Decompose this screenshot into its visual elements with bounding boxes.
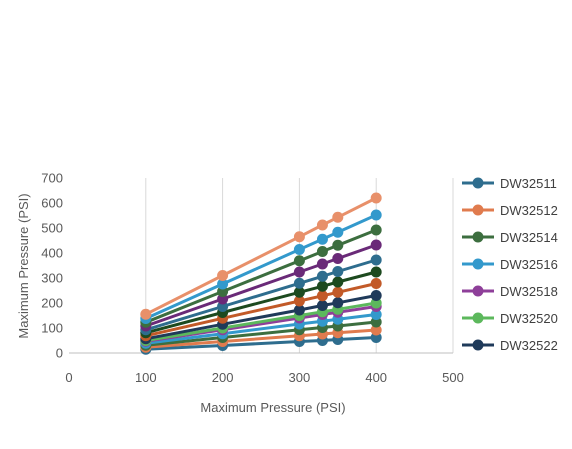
data-point: [293, 304, 305, 316]
legend-swatch-marker: [472, 204, 484, 216]
y-tick-label: 600: [41, 196, 63, 211]
data-point: [332, 297, 344, 309]
data-point: [370, 290, 382, 301]
x-axis-tick-labels: 0 100 200 300 400 500: [65, 370, 463, 385]
data-point: [332, 266, 344, 277]
legend-label: DW32514: [500, 230, 558, 245]
y-tick-label: 300: [41, 271, 63, 286]
series-line: [145, 336, 377, 351]
data-point: [316, 280, 328, 292]
data-point: [370, 266, 382, 278]
legend-swatch-marker: [472, 285, 484, 297]
x-tick-label: 100: [135, 370, 157, 385]
legend-item: DW32522: [462, 338, 558, 353]
legend-label: DW32520: [500, 311, 558, 326]
legend-label: DW32516: [500, 257, 558, 272]
data-point: [293, 295, 305, 307]
x-tick-label: 500: [442, 370, 464, 385]
y-tick-label: 0: [56, 346, 63, 361]
series-line: [145, 243, 377, 328]
series-line: [145, 305, 377, 343]
series-line: [145, 258, 377, 332]
legend-item: DW32518: [462, 284, 558, 299]
data-point: [316, 258, 328, 270]
data-point: [332, 211, 344, 223]
data-point: [316, 219, 328, 231]
series-line: [145, 196, 377, 316]
data-point: [332, 253, 344, 264]
legend: DW32511 DW32512 DW32514 DW32516 DW32518 DW325…: [462, 176, 558, 353]
y-axis-title: Maximum Pressure (PSI): [16, 193, 31, 338]
data-point: [332, 239, 344, 251]
data-point: [316, 270, 328, 282]
series-unlabeled-14: [140, 192, 382, 320]
data-point: [140, 308, 152, 320]
data-point: [316, 246, 328, 257]
legend-item: DW32516: [462, 257, 558, 272]
y-tick-label: 200: [41, 296, 63, 311]
series-line: [145, 270, 377, 335]
series-unlabeled-13: [140, 209, 382, 324]
legend-item: DW32520: [462, 311, 558, 326]
series-DW32522: [140, 290, 382, 345]
data-point: [293, 244, 305, 255]
legend-item: DW32514: [462, 230, 558, 245]
series-layer: [140, 192, 382, 355]
x-tick-label: 200: [212, 370, 234, 385]
series-line: [145, 213, 377, 320]
legend-swatch-marker: [472, 177, 484, 189]
x-axis-title: Maximum Pressure (PSI): [200, 400, 345, 415]
legend-item: DW32511: [462, 176, 557, 191]
series-line: [145, 282, 377, 338]
data-point: [217, 270, 229, 281]
data-point: [370, 209, 382, 221]
series-line: [145, 328, 377, 349]
data-point: [370, 309, 382, 320]
y-tick-label: 500: [41, 221, 63, 236]
data-point: [293, 255, 305, 267]
legend-swatch-marker: [472, 339, 484, 351]
series-unlabeled-12: [140, 224, 382, 328]
y-tick-label: 700: [41, 171, 63, 186]
data-point: [370, 239, 382, 251]
series-line: [145, 228, 377, 324]
legend-label: DW32522: [500, 338, 558, 353]
data-point: [217, 278, 229, 290]
data-point: [370, 224, 382, 236]
data-point: [370, 324, 382, 336]
data-point: [316, 233, 328, 245]
legend-item: DW32512: [462, 203, 558, 218]
data-point: [370, 192, 382, 204]
y-tick-label: 100: [41, 321, 63, 336]
y-axis-tick-labels: 0 100 200 300 400 500 600 700: [41, 171, 63, 361]
data-point: [316, 290, 328, 302]
legend-swatch-marker: [472, 231, 484, 243]
data-point: [293, 231, 305, 243]
data-point: [293, 277, 305, 289]
data-point: [293, 266, 305, 278]
data-point: [316, 300, 328, 311]
legend-label: DW32511: [500, 176, 557, 191]
legend-label: DW32518: [500, 284, 558, 299]
data-point: [370, 278, 382, 289]
series-line: [145, 294, 377, 341]
series-line: [145, 313, 377, 345]
data-point: [332, 286, 344, 298]
x-tick-label: 300: [289, 370, 311, 385]
series-line: [145, 320, 377, 347]
legend-label: DW32512: [500, 203, 558, 218]
y-tick-label: 400: [41, 246, 63, 261]
x-tick-label: 0: [65, 370, 72, 385]
data-point: [332, 276, 344, 288]
data-point: [293, 286, 305, 298]
legend-swatch-marker: [472, 312, 484, 324]
series-line: [145, 301, 377, 342]
x-tick-label: 400: [365, 370, 387, 385]
data-point: [332, 226, 344, 238]
legend-swatch-marker: [472, 258, 484, 270]
data-point: [370, 254, 382, 266]
